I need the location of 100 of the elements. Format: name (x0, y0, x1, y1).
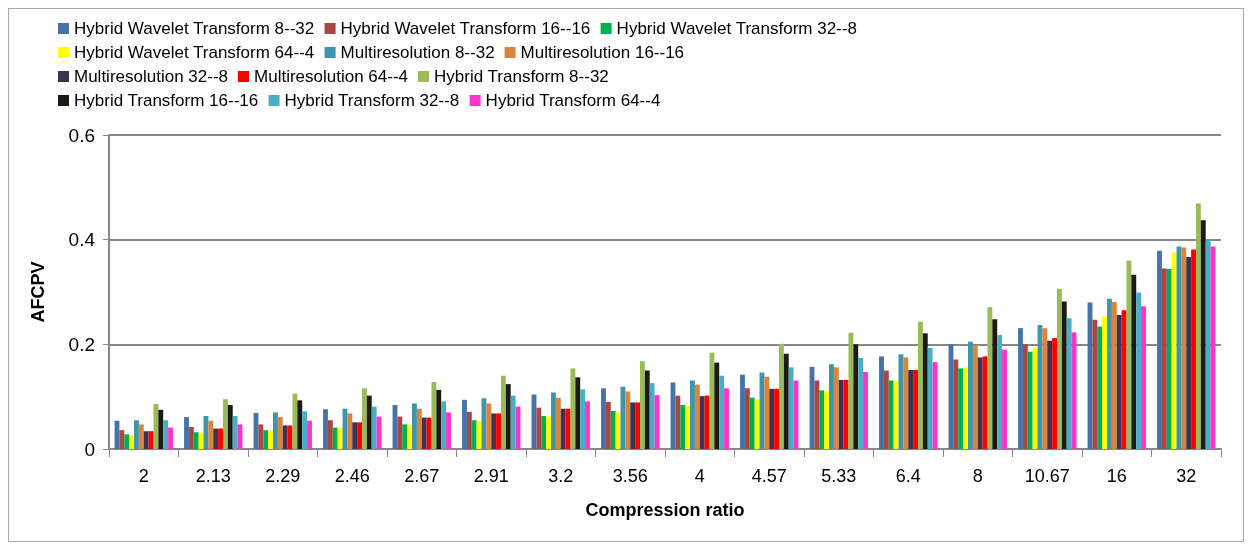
bar (749, 397, 755, 449)
x-tick-label: 5.33 (821, 466, 857, 486)
legend-label: Hybrid Wavelet Transform 32--8 (616, 19, 857, 38)
bar (184, 417, 189, 449)
bar (268, 430, 274, 449)
bar (1191, 249, 1196, 449)
legend-label: Hybrid Transform 32--8 (284, 91, 460, 110)
bar (1116, 315, 1122, 449)
bar (510, 395, 516, 449)
bar (337, 428, 343, 449)
bar (1066, 318, 1072, 449)
bar (347, 413, 353, 449)
legend-label: Multiresolution 64--4 (254, 67, 409, 86)
bar (1002, 349, 1007, 449)
bar (129, 435, 135, 449)
bar (208, 420, 214, 449)
bar (323, 409, 328, 449)
bar (163, 420, 169, 449)
bar (1141, 306, 1146, 449)
bar (307, 420, 312, 449)
bar (500, 375, 506, 449)
bar (814, 380, 820, 449)
bar (466, 411, 472, 449)
bar (1200, 220, 1206, 449)
bar (570, 368, 576, 449)
bar (922, 333, 928, 449)
bar (292, 393, 298, 449)
bar (853, 344, 859, 449)
bar (441, 401, 447, 449)
bar (158, 409, 164, 449)
bar (1052, 338, 1057, 449)
bar (879, 356, 884, 449)
bar (580, 389, 586, 449)
bar (858, 357, 864, 449)
bar (774, 388, 779, 449)
x-tick-label: 32 (1176, 466, 1197, 486)
bar (1161, 268, 1167, 449)
bar (685, 406, 691, 449)
bar (277, 417, 283, 449)
bar (1171, 252, 1177, 449)
bar (680, 405, 686, 449)
bar (273, 412, 278, 449)
bar (1205, 239, 1211, 449)
bar (848, 332, 854, 449)
bar (605, 401, 611, 449)
bar (610, 410, 616, 449)
bar (913, 369, 918, 449)
bar (908, 369, 914, 449)
x-tick-label: 3.2 (548, 466, 574, 486)
bar (416, 408, 422, 449)
bar (783, 353, 789, 449)
bar (407, 424, 413, 449)
bar (644, 370, 650, 449)
bar (536, 407, 542, 449)
bar (1102, 316, 1108, 449)
bar (615, 412, 621, 449)
bar (153, 403, 159, 449)
x-tick-label: 3.56 (612, 466, 648, 486)
bar (213, 428, 219, 449)
bar (560, 408, 566, 449)
bar (1061, 301, 1067, 449)
bar (744, 388, 750, 449)
bar (630, 402, 636, 449)
x-tick-label: 4.57 (751, 466, 787, 486)
bar (555, 397, 561, 449)
y-axis-title: AFCPV (28, 261, 48, 323)
legend-label: Hybrid Wavelet Transform 8--32 (74, 19, 315, 38)
bar (888, 380, 894, 449)
y-tick-label: 0.2 (68, 333, 95, 355)
bar (486, 403, 492, 449)
legend-label: Hybrid Transform 8--32 (434, 67, 609, 86)
bar (883, 370, 889, 449)
bar (263, 430, 269, 449)
bar (446, 412, 451, 449)
bar (972, 344, 978, 449)
bar (138, 424, 144, 449)
bar (551, 392, 556, 449)
bar (1047, 340, 1053, 449)
bar (987, 307, 993, 449)
bar (119, 430, 125, 449)
bar (1166, 268, 1172, 449)
bar (1136, 292, 1142, 449)
bar (168, 427, 173, 449)
bar (357, 422, 362, 449)
legend-label: Multiresolution 8--32 (340, 43, 495, 62)
bar (997, 334, 1003, 449)
bar (690, 380, 695, 449)
bar (863, 372, 868, 449)
bar (412, 403, 417, 449)
bar (635, 402, 640, 449)
x-tick-label: 8 (972, 466, 983, 486)
bar (505, 384, 511, 449)
bar (258, 424, 264, 449)
bar (1195, 203, 1201, 449)
bar (838, 379, 844, 449)
bar (1181, 247, 1187, 449)
legend-label: Hybrid Transform 64--4 (485, 91, 661, 110)
bar (227, 405, 233, 449)
bar (1018, 328, 1023, 449)
bar (953, 359, 959, 449)
